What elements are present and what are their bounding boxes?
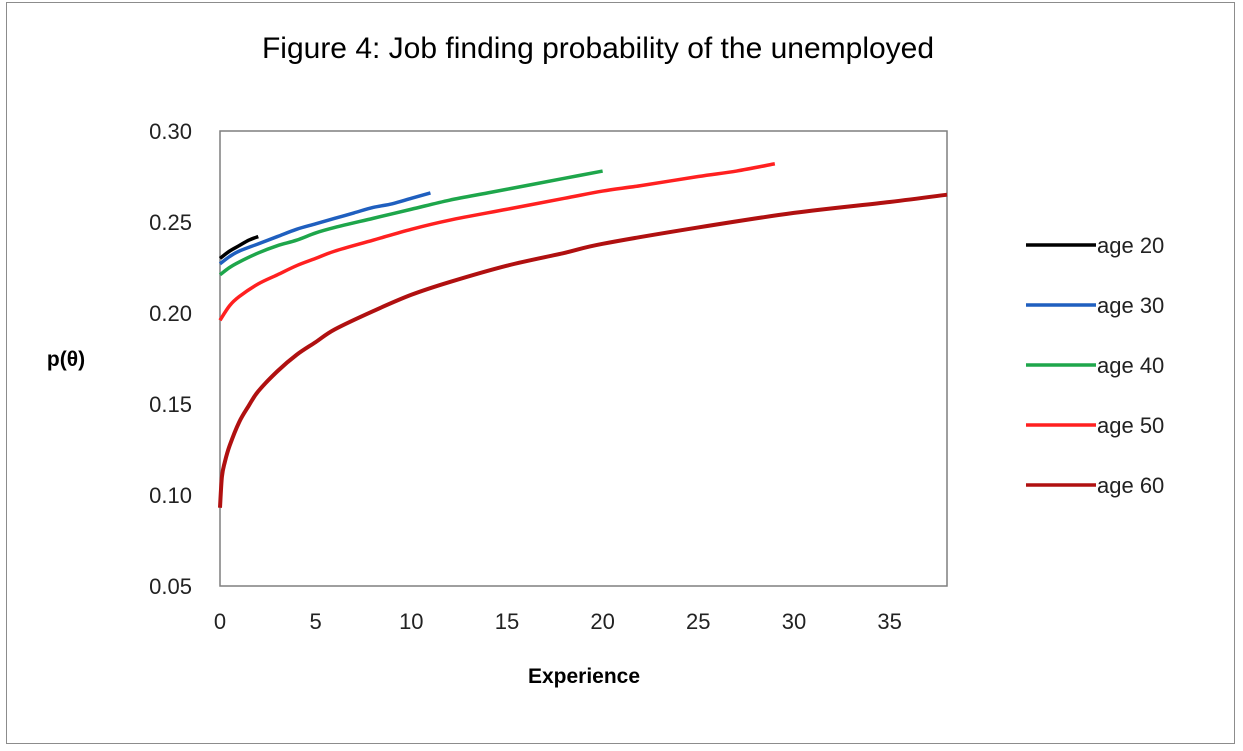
x-tick-label: 5 [310,609,322,634]
x-tick-label: 15 [495,609,519,634]
series-line-age-40 [218,169,603,277]
y-axis-label: p(θ) [47,348,85,371]
x-tick-label: 25 [686,609,710,634]
legend-label: age 50 [1097,413,1164,438]
legend-label: age 30 [1097,293,1164,318]
legend: age 20 age 30 age 40 age 50 age 60 [1026,233,1164,498]
plot-area [219,130,948,587]
series-line-age-20 [218,234,259,260]
y-tick-label: 0.10 [149,483,192,508]
x-tick-labels: 0 5 10 15 20 25 30 35 [214,609,902,634]
x-tick-label: 10 [399,609,423,634]
y-tick-label: 0.15 [149,392,192,417]
x-tick-label: 0 [214,609,226,634]
x-tick-label: 30 [782,609,806,634]
chart-title: Figure 4: Job finding probability of the… [262,32,934,65]
x-axis-label: Experience [528,665,640,688]
legend-label: age 60 [1097,473,1164,498]
y-tick-label: 0.30 [149,119,192,144]
series-line-age-50 [218,162,776,322]
legend-label: age 40 [1097,353,1164,378]
y-tick-labels: 0.05 0.10 0.15 0.20 0.25 0.30 [149,119,192,599]
series-line-age-60 [218,192,948,508]
y-tick-label: 0.05 [149,574,192,599]
legend-label: age 20 [1097,233,1164,258]
series-line-age-30 [218,191,431,266]
y-tick-label: 0.25 [149,210,192,235]
series-lines [218,162,948,508]
y-tick-label: 0.20 [149,301,192,326]
x-tick-label: 20 [590,609,614,634]
x-tick-label: 35 [877,609,901,634]
